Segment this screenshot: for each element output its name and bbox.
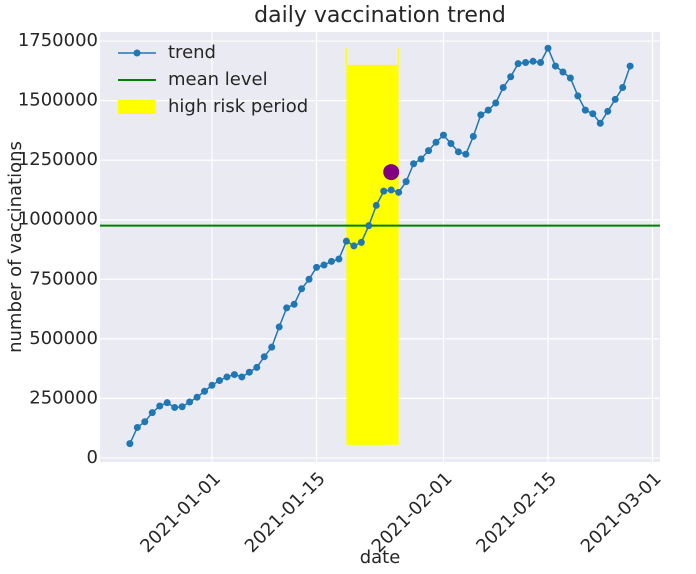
x-tick-label: 2021-01-15 [241,468,330,557]
trend-point [305,275,313,283]
trend-point [275,323,283,331]
y-tick-label: 500000 [29,328,98,349]
trend-point [402,178,410,186]
x-tick-label: 2021-01-01 [136,468,225,557]
trend-point [313,263,321,271]
y-tick-label: 1250000 [18,149,98,170]
trend-point [260,353,268,361]
trend-point [432,138,440,146]
trend-point [215,377,223,385]
y-axis-label: number of vaccinations [5,141,26,353]
y-tick-label: 1750000 [18,30,98,51]
trend-point [298,285,306,293]
trend-point [395,188,403,196]
y-tick-label: 0 [87,447,98,468]
trend-point [626,62,634,70]
trend-point [365,222,373,230]
y-tick-label: 1500000 [18,90,98,111]
trend-point [559,68,567,76]
trend-point [499,84,507,92]
trend-point [223,373,231,381]
trend-point [186,398,194,406]
trend-point [141,418,149,426]
chart-title: daily vaccination trend [254,3,506,28]
highlight-point [383,164,400,181]
trend-point [574,92,582,100]
trend-point [477,111,485,119]
trend-point [551,62,559,70]
y-tick-label: 250000 [29,387,98,408]
trend-point [454,148,462,156]
trend-point [596,119,604,127]
trend-point [372,201,380,209]
y-tick-label: 1000000 [18,209,98,230]
trend-point [425,147,433,155]
x-axis-label: date [360,547,401,568]
trend-point [439,131,447,139]
trend-point [514,60,522,68]
trend-point [357,238,365,246]
trend-point [469,132,477,140]
legend-label: high risk period [168,96,308,117]
trend-point [529,57,537,65]
x-tick-label: 2021-02-15 [472,468,561,557]
trend-point [522,58,530,66]
trend-point [619,84,627,92]
trend-point [201,387,209,395]
trend-point [335,255,343,263]
trend-point [566,74,574,82]
trend-point [417,155,425,163]
trend-point [253,363,261,371]
trend-point [544,44,552,52]
trend-point [387,186,395,194]
trend-point [245,368,253,376]
trend-point [163,399,171,407]
trend-point [537,58,545,66]
trend-point [462,150,470,158]
legend-label: mean level [168,69,268,90]
legend-swatch [118,100,156,114]
legend-label: trend [168,42,216,63]
trend-point [156,402,164,410]
legend-marker [133,49,141,57]
trend-point [178,403,186,411]
x-tick-label: 2021-02-01 [368,468,457,557]
trend-point [171,403,179,411]
trend-point [208,381,216,389]
span [346,64,399,445]
trend-point [133,423,141,431]
trend-point [126,440,134,448]
trend-point [342,237,350,245]
trend-point [283,304,291,312]
trend-point [589,110,597,118]
x-tick-label: 2021-03-01 [577,468,666,557]
trend-point [484,106,492,114]
trend-point [507,73,515,81]
trend-point [604,107,612,115]
trend-point [327,257,335,265]
trend-point [492,99,500,107]
trend-point [611,95,619,103]
trend-point [380,187,388,195]
trend-point [290,300,298,308]
trend-point [447,139,455,147]
trend-point [148,409,156,417]
trend-point [268,343,276,351]
trend-point [320,261,328,269]
trend-point [350,242,358,250]
trend-point [238,373,246,381]
trend-point [410,160,418,168]
trend-point [581,106,589,114]
trend-point [230,371,238,379]
trend-point [193,393,201,401]
y-tick-label: 750000 [29,268,98,289]
